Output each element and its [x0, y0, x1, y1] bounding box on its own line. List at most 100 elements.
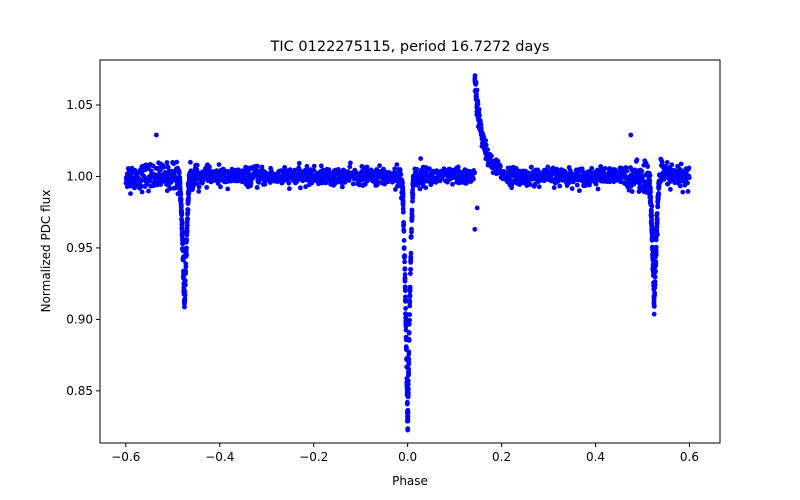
eclipse-point [648, 213, 654, 219]
data-point [148, 168, 154, 174]
eclipse-point [657, 172, 662, 178]
data-point [194, 181, 200, 186]
eclipse-point [185, 210, 191, 216]
data-point [163, 176, 169, 182]
data-point [557, 183, 563, 189]
data-point [607, 179, 613, 185]
data-point [296, 160, 302, 166]
eclipse-point [403, 327, 409, 333]
data-points [123, 73, 692, 433]
data-point [489, 153, 494, 159]
eclipse-point [179, 226, 185, 232]
flare-point [474, 101, 480, 106]
data-point [254, 163, 260, 169]
eclipse-point [180, 241, 186, 247]
eclipse-point [182, 297, 187, 303]
data-point [147, 178, 153, 184]
data-point [350, 181, 356, 187]
data-point [536, 184, 542, 190]
data-point [146, 188, 151, 194]
data-point [498, 164, 503, 169]
eclipse-point [400, 209, 406, 215]
data-point [298, 185, 303, 191]
data-point [545, 164, 551, 170]
data-point [685, 189, 691, 194]
x-tick-label: −0.6 [111, 450, 140, 464]
data-point [602, 166, 608, 171]
y-tick-label: 0.95 [66, 241, 93, 255]
eclipse-point [184, 216, 190, 222]
eclipse-point [400, 202, 406, 208]
eclipse-point [654, 220, 660, 226]
data-point [589, 165, 595, 171]
data-point [456, 180, 462, 186]
data-point [398, 172, 404, 177]
eclipse-point [651, 300, 657, 306]
data-point [402, 259, 407, 265]
eclipse-point [650, 257, 656, 263]
data-point [407, 317, 413, 323]
eclipse-point [654, 216, 660, 222]
flare-point [483, 156, 489, 162]
data-point [309, 180, 315, 186]
eclipse-point [654, 211, 660, 216]
data-point [579, 166, 585, 172]
eclipse-point [179, 208, 184, 214]
data-point [364, 164, 370, 170]
data-point [165, 165, 171, 170]
eclipse-point [403, 306, 408, 311]
data-point [423, 185, 429, 191]
data-point [418, 156, 424, 162]
eclipse-point [401, 238, 407, 243]
data-point [318, 163, 324, 169]
eclipse-point [178, 189, 183, 195]
eclipse-point [404, 357, 409, 362]
data-point [218, 184, 223, 190]
eclipse-point [185, 207, 191, 212]
eclipse-point [410, 192, 416, 198]
y-tick-label: 1.00 [66, 169, 93, 183]
eclipse-point [405, 394, 411, 400]
data-point [639, 168, 645, 174]
eclipse-point [403, 311, 408, 317]
eclipse-point [651, 293, 657, 299]
data-point [207, 164, 212, 170]
eclipse-point [407, 312, 412, 317]
data-point [248, 180, 254, 186]
data-point [243, 164, 249, 170]
data-point [634, 157, 640, 163]
outlier-point [472, 226, 478, 232]
data-point [188, 159, 193, 165]
eclipse-point [187, 172, 193, 177]
data-point [254, 185, 260, 190]
data-point [569, 186, 575, 192]
data-point [659, 159, 665, 165]
data-point [417, 186, 423, 192]
data-point [164, 160, 170, 165]
eclipse-point [649, 229, 655, 235]
eclipse-point [650, 273, 656, 278]
data-point [672, 180, 678, 186]
eclipse-point [653, 237, 659, 243]
data-point [668, 187, 673, 192]
data-point [618, 165, 624, 171]
eclipse-point [402, 272, 408, 277]
eclipse-point [650, 264, 656, 270]
data-point [225, 186, 231, 192]
eclipse-point [650, 251, 655, 257]
data-point [139, 189, 145, 195]
eclipse-point [404, 382, 410, 387]
flare-point [474, 105, 480, 111]
data-point [287, 186, 292, 192]
eclipse-point [184, 237, 190, 243]
eclipse-point [656, 183, 662, 188]
x-tick-label: 0.6 [680, 450, 699, 464]
eclipse-point [407, 303, 413, 309]
data-point [304, 163, 310, 169]
data-point [574, 182, 580, 188]
data-point [624, 168, 630, 174]
x-tick-label: 0.2 [492, 450, 511, 464]
eclipse-point [651, 286, 657, 292]
